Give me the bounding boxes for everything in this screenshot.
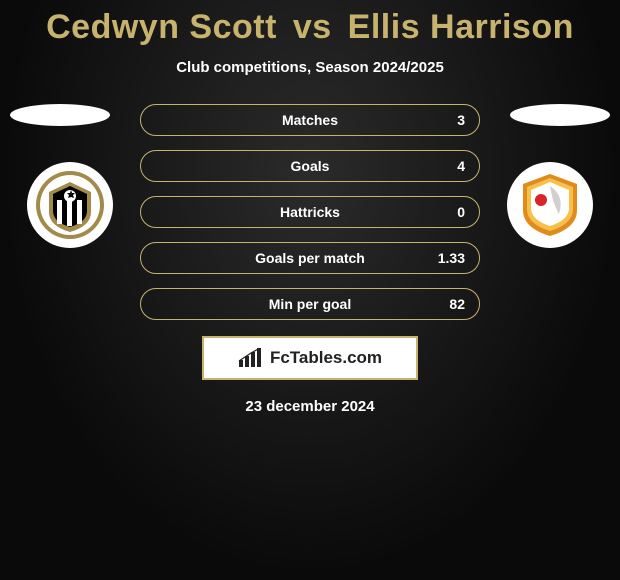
bar-chart-icon [238,348,264,368]
subtitle: Club competitions, Season 2024/2025 [0,59,620,76]
stat-row: Goals 4 [140,150,480,182]
stat-row: Goals per match 1.33 [140,242,480,274]
stat-value-right: 4 [457,158,465,174]
club-crest-right [507,162,593,248]
date-label: 23 december 2024 [0,398,620,415]
stat-label: Min per goal [269,296,351,312]
stat-value-right: 82 [449,296,465,312]
stat-value-right: 0 [457,204,465,220]
notts-county-icon [35,170,105,240]
stat-label: Matches [282,112,338,128]
stat-value-right: 1.33 [438,250,465,266]
podium-right [510,104,610,126]
stat-value-right: 3 [457,112,465,128]
brand-text: FcTables.com [270,348,382,368]
stat-row: Matches 3 [140,104,480,136]
player1-name: Cedwyn Scott [46,8,277,46]
comparison-arena: Matches 3 Goals 4 Hattricks 0 Goals per match 1… [0,104,620,415]
club-crest-left [27,162,113,248]
podium-left [10,104,110,126]
stat-row: Min per goal 82 [140,288,480,320]
stat-label: Goals per match [255,250,365,266]
stat-row: Hattricks 0 [140,196,480,228]
page-title: Cedwyn Scott vs Ellis Harrison [0,0,620,47]
stat-label: Hattricks [280,204,340,220]
stats-list: Matches 3 Goals 4 Hattricks 0 Goals per match 1… [140,104,480,320]
vs-label: vs [293,8,332,46]
player2-name: Ellis Harrison [348,8,574,46]
mk-dons-icon [515,170,585,240]
brand-box[interactable]: FcTables.com [202,336,418,380]
stat-label: Goals [291,158,330,174]
